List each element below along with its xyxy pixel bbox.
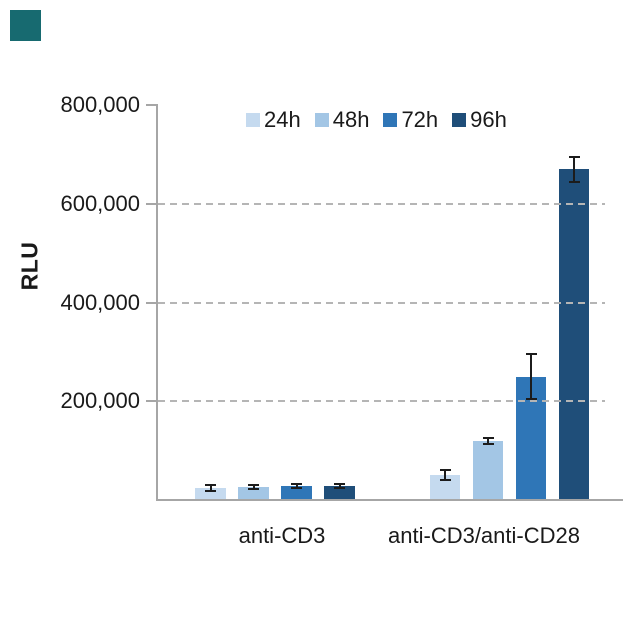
y-tick-label-400000: 400,000	[60, 289, 140, 315]
error-bar-cap-top	[334, 483, 345, 486]
error-bar-line	[573, 156, 575, 182]
error-bar-cap-bottom	[334, 487, 345, 490]
error-bar-line	[487, 437, 489, 444]
gridline-400000	[158, 301, 605, 304]
bar-anti-CD3-anti-CD28-96h	[559, 169, 589, 500]
y-axis-line	[156, 104, 158, 501]
error-bar-cap-top	[439, 469, 451, 472]
bar-anti-CD3-48h	[238, 486, 269, 500]
brand-logo-square	[10, 10, 41, 41]
error-bar-cap-bottom	[568, 180, 580, 183]
legend-label-96h: 96h	[470, 107, 507, 132]
gridline-200000	[158, 400, 605, 403]
bar-anti-CD3-96h	[324, 486, 355, 500]
y-tick-200000	[146, 400, 156, 403]
error-bar-line	[338, 484, 341, 489]
legend-item-24h: 24h	[246, 109, 301, 131]
x-axis-line	[156, 499, 623, 501]
bar-anti-CD3-24h	[195, 487, 226, 500]
legend-item-48h: 48h	[314, 107, 370, 132]
y-tick-label-600000: 600,000	[60, 190, 140, 216]
bar-anti-CD3-72h	[281, 486, 312, 500]
y-tick-400000	[146, 301, 156, 304]
error-bar-cap-bottom	[291, 487, 302, 490]
y-tick-label-800000: 800,000	[60, 92, 140, 117]
bar-anti-CD3-anti-CD28-48h	[473, 440, 503, 500]
error-bar-cap-bottom	[439, 479, 451, 482]
y-tick-800000	[146, 104, 156, 106]
error-bar-line	[252, 484, 255, 489]
error-bar-cap-top	[205, 483, 216, 486]
error-bar-cap-top	[291, 483, 302, 486]
y-tick-label-200000: 200,000	[60, 388, 140, 414]
legend-swatch-24h	[246, 113, 260, 127]
legend-swatch-96h	[452, 113, 467, 127]
legend-item-96h: 96h	[452, 109, 507, 131]
error-bar-cap-top	[248, 483, 259, 486]
error-bar-line	[209, 484, 212, 491]
legend-label-48h: 48h	[332, 107, 370, 132]
error-bar-cap-top	[568, 155, 580, 158]
error-bar-line	[530, 354, 532, 399]
error-bar-cap-bottom	[248, 487, 259, 490]
y-tick-600000	[146, 202, 156, 205]
gridline-600000	[158, 202, 605, 205]
x-category-label-anti-CD3-anti-CD28: anti-CD3/anti-CD28	[388, 523, 580, 548]
error-bar-cap-bottom	[482, 442, 494, 445]
legend-label-24h: 24h	[264, 107, 301, 132]
legend-item-72h: 72h	[383, 109, 438, 131]
legend-swatch-72h	[383, 113, 398, 127]
legend-label-72h: 72h	[401, 107, 439, 132]
error-bar-line	[295, 484, 298, 489]
legend: 24h 48h 72h 96h	[246, 109, 507, 131]
error-bar-cap-top	[525, 353, 537, 356]
error-bar-cap-bottom	[525, 397, 537, 400]
x-category-label-anti-CD3: anti-CD3	[238, 523, 326, 548]
legend-swatch-48h	[314, 113, 329, 127]
error-bar-cap-bottom	[205, 489, 216, 492]
error-bar-line	[444, 470, 446, 481]
error-bar-cap-top	[482, 436, 494, 439]
